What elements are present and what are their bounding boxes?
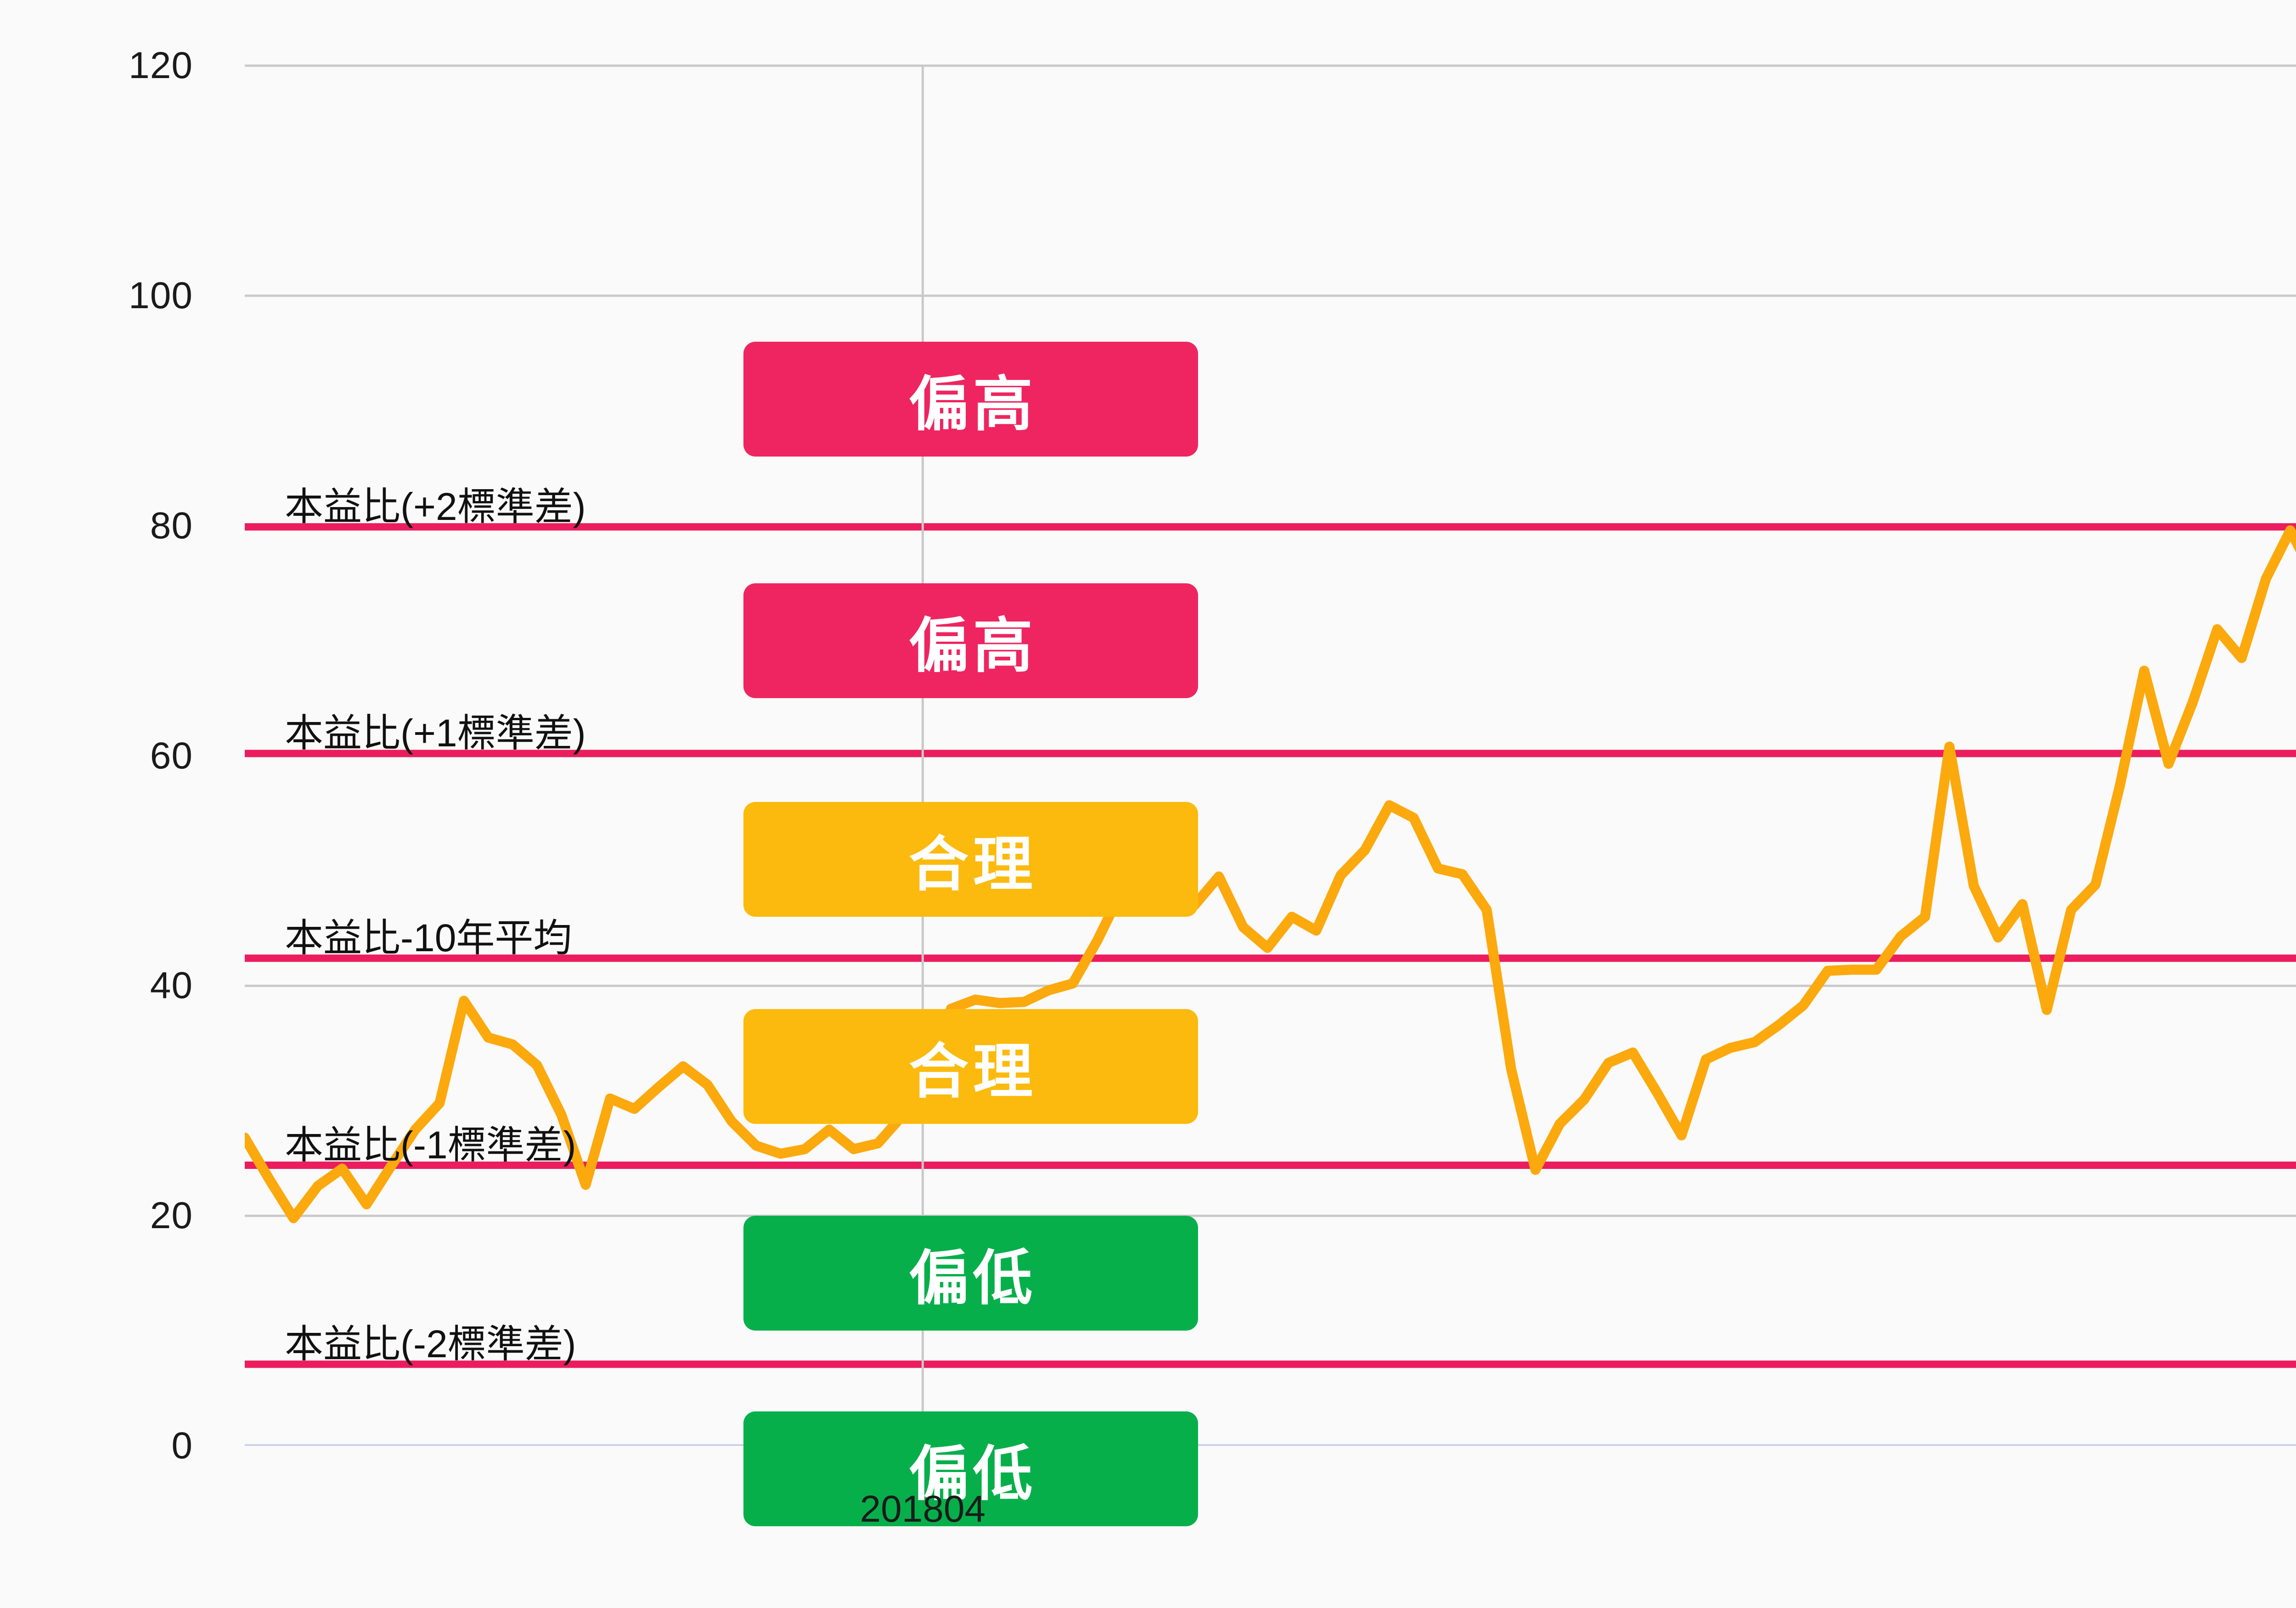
verdict-badge-fair: 合理 xyxy=(743,1009,1198,1124)
plot-area xyxy=(245,0,2296,1446)
y-tick-label: 120 xyxy=(129,45,193,86)
verdict-badge-high: 偏高 xyxy=(743,583,1198,699)
verdict-badge-fair: 合理 xyxy=(743,801,1198,917)
y-tick-label: 40 xyxy=(150,965,193,1007)
plot-svg xyxy=(245,64,2296,1446)
x-gridlines-group xyxy=(921,66,924,1446)
band-label: 本益比(+2標準差) xyxy=(285,485,586,529)
y-tick-label: 100 xyxy=(129,274,193,316)
band-label: 本益比(-1標準差) xyxy=(285,1123,576,1167)
series-line xyxy=(245,525,2296,1224)
reference-lines-group xyxy=(245,523,2296,1368)
band-label: 本益比(-2標準差) xyxy=(285,1322,576,1366)
verdict-badge-low: 偏低 xyxy=(743,1216,1198,1331)
verdict-badge-high: 偏高 xyxy=(743,342,1198,457)
series-group xyxy=(245,525,2296,1224)
x-tick-label: 201804 xyxy=(860,1488,986,1530)
y-tick-label: 20 xyxy=(150,1195,193,1237)
band-label: 本益比-10年平均 xyxy=(285,916,572,960)
band-label: 本益比(+1標準差) xyxy=(285,711,586,755)
y-tick-label: 0 xyxy=(171,1425,193,1467)
y-tick-label: 60 xyxy=(150,734,193,777)
y-axis: 0 20 40 60 80 100 120 xyxy=(0,0,193,1608)
verdict-badge-low: 偏低 xyxy=(743,1411,1198,1527)
y-tick-label: 80 xyxy=(150,504,193,547)
